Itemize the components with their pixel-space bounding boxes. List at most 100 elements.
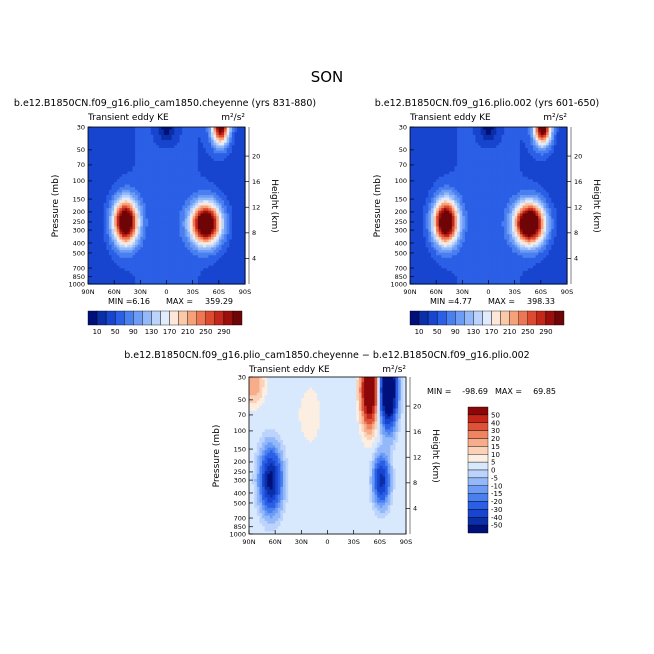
field-cell [174,171,178,175]
field-cell [420,161,424,165]
field-cell [438,166,442,170]
field-cell [425,161,429,165]
field-cell [224,187,228,191]
field-cell [410,158,414,162]
field-cell [137,268,141,272]
field-cell [150,127,155,131]
field-cell [153,234,157,238]
field-cell [444,281,448,285]
field-cell [462,247,466,251]
field-cell [454,234,458,238]
field-cell [203,153,207,157]
field-cell [176,179,181,183]
field-cell [129,247,134,251]
field-cell [137,179,141,183]
field-cell [137,247,141,251]
field-cell [444,147,448,152]
field-cell [208,239,212,243]
field-cell [423,252,427,256]
field-cell [95,268,100,272]
field-cell [122,129,126,133]
field-cell [174,278,178,282]
field-cell [203,236,207,241]
field-cell [174,145,178,149]
field-cell [145,205,149,209]
field-cell [190,239,194,243]
field-cell [441,255,445,259]
field-cell [195,263,199,267]
field-cell [93,171,97,175]
field-cell [192,161,196,165]
field-cell [169,147,173,152]
field-cell [457,215,461,220]
field-cell [195,252,199,256]
field-cell [116,184,120,188]
field-cell [438,268,442,272]
field-cell [412,153,416,157]
field-cell [158,197,162,201]
field-cell [148,171,152,175]
field-cell [129,244,134,248]
panel-title: b.e12.B1850CN.f09_g16.plio_cam1850.cheye… [14,98,316,109]
field-cell [108,184,113,188]
field-cell [205,210,209,214]
field-cell [116,155,120,159]
field-cell [218,197,223,201]
field-cell [114,155,118,159]
field-cell [218,276,223,280]
field-cell [438,236,442,241]
field-cell [101,208,105,212]
field-cell [174,221,178,225]
field-cell [221,263,225,267]
field-cell [218,234,223,238]
field-cell [459,260,463,264]
field-cell [451,229,456,233]
field-cell [412,179,416,183]
field-cell [428,257,432,262]
field-cell [208,270,212,275]
field-cell [158,187,162,191]
field-cell [137,153,141,157]
field-cell [213,168,217,173]
field-cell [197,150,202,154]
field-cell [231,132,236,136]
field-cell [231,260,236,264]
field-cell [166,179,170,183]
field-cell [127,200,131,204]
field-cell [176,229,181,233]
field-cell [132,247,136,251]
field-cell [187,202,191,207]
field-cell [221,189,225,194]
field-cell [197,249,202,254]
field-cell [145,260,149,264]
field-cell [184,278,189,282]
field-cell [127,155,131,159]
field-cell [226,255,230,259]
field-cell [425,147,429,152]
field-cell [93,234,97,238]
field-cell [208,231,212,235]
field-cell [98,140,102,144]
field-cell [187,195,191,199]
field-cell [417,218,422,222]
field-cell [137,132,141,136]
field-cell [444,270,448,275]
field-cell [187,273,191,277]
field-cell [242,249,246,254]
field-cell [119,260,123,264]
field-cell [158,231,162,235]
field-cell [239,210,243,214]
field-cell [459,252,463,256]
field-cell [184,145,189,149]
field-cell [182,134,186,139]
field-cell [145,226,149,230]
field-cell [166,174,170,178]
field-cell [441,200,445,204]
field-cell [95,134,100,139]
field-cell [114,223,118,228]
field-cell [438,265,442,269]
field-cell [464,153,469,157]
field-cell [441,247,445,251]
field-cell [451,163,456,167]
field-cell [137,213,141,217]
